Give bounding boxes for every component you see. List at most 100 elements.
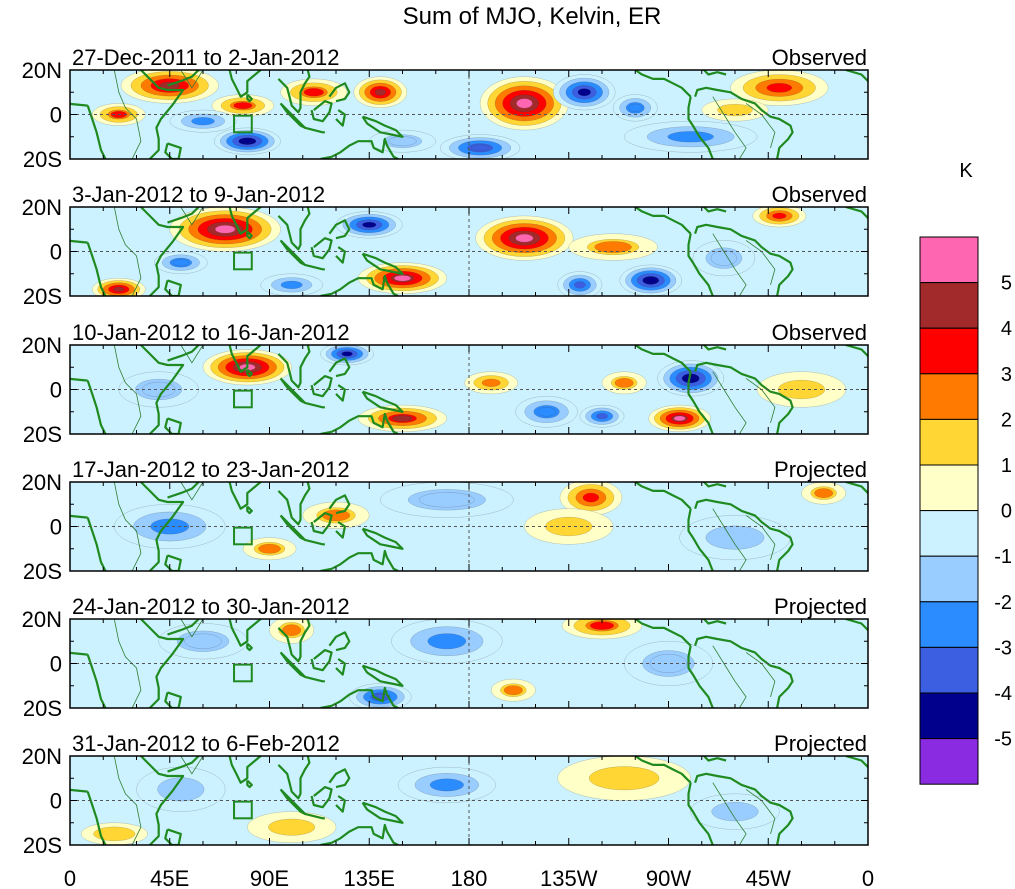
country-border [180,756,204,775]
coastline [70,377,88,382]
panel-4: 20N 0 20S 17-Jan-2012 to 23-Jan-2012 Project… [22,457,869,584]
coastlines [70,70,868,159]
x-tick-label: 45W [746,866,791,889]
anomaly-blob [114,504,226,549]
anomaly-blob [679,515,791,561]
colorbar-tick-label: -4 [994,683,1012,705]
reference-box [233,526,253,546]
coastline [694,498,794,571]
coastline [304,126,325,134]
anomaly-blob [557,271,603,296]
anomaly-blob [353,76,408,108]
contour-band [157,777,205,802]
coastline [361,801,404,824]
coastline [634,345,692,373]
coastline [634,756,692,784]
coastline [701,756,727,762]
coastline [310,786,333,809]
contour-band [717,104,753,117]
coastline [164,691,182,708]
coastline [304,263,325,271]
anomaly-blob [260,273,323,296]
panel-6: 20N 0 20S 31-Jan-2012 to 6-Feb-2012 Projecte… [22,731,869,858]
contour-band [341,351,353,357]
coastline [277,345,311,389]
y-tick-label: 20S [23,422,62,447]
coastline [320,137,399,159]
coastline [845,756,868,768]
coastline [164,279,182,296]
colorbar: K 5 4 3 2 1 0 -1 -2 -3 -4 -5 [919,160,1012,785]
coastline [328,494,351,515]
coastline [246,368,253,378]
coastline [687,371,714,434]
coastline [227,207,264,235]
coastline [140,482,185,571]
coastline [164,417,182,434]
anomaly-blob [369,129,436,153]
anomaly-blob [440,134,521,159]
contour-band [503,685,523,695]
contour-band [184,633,222,649]
panels-group: 20N 0 20S 27-Dec-2011 to 2-Jan-2012 Observed… [22,45,869,858]
coastline [227,70,264,98]
coastline [246,779,253,789]
colorbar-tick-label: 0 [1001,501,1012,523]
anomaly-blob [335,211,403,239]
coastline [328,768,351,789]
contour-band [93,826,136,841]
country-border [745,240,776,286]
x-tick-label: 0 [64,866,76,889]
contour-band [772,212,787,219]
country-border [113,482,142,571]
contour-band [258,543,281,554]
coastline [70,651,88,656]
coastline [304,401,325,409]
coastline [320,412,399,434]
coastline [361,664,404,687]
anomaly-blob [247,811,337,843]
anomaly-blob [553,74,616,111]
coastline [140,207,185,296]
coastline [140,756,185,845]
country-border [113,756,142,845]
coastline [687,782,714,845]
country-border [113,345,142,434]
coastline [310,100,333,123]
colorbar-tick-label: 2 [1001,409,1012,431]
coastline [277,482,311,526]
y-tick-label: 0 [50,378,62,403]
panel-date-range: 17-Jan-2012 to 23-Jan-2012 [72,457,350,482]
anomaly-blob [515,396,578,428]
panel-2: 20N 0 20S 3-Jan-2012 to 9-Jan-2012 Observed [22,182,869,309]
anomaly-blob [320,345,374,366]
panel-1: 20N 0 20S 27-Dec-2011 to 2-Jan-2012 Observed [22,45,869,172]
y-tick-label: 20N [22,58,62,83]
coastline [361,115,404,138]
panel-date-range: 24-Jan-2012 to 30-Jan-2012 [72,594,350,619]
coastline [687,233,714,296]
contour-band [710,250,737,266]
coastline [634,70,692,98]
country-border [113,619,142,708]
coastline [164,828,182,845]
coastline [304,675,325,683]
y-tick-label: 20S [23,284,62,309]
coastline [320,274,399,296]
coastline [246,230,253,240]
country-border [745,652,776,698]
colorbar-swatch [919,646,979,694]
coastline [164,554,182,571]
contour-band [418,492,475,508]
coastline [845,345,868,357]
coastline [227,345,264,373]
country-border [180,619,204,638]
contour-band [233,102,253,110]
coastline [634,482,692,510]
coastline [701,207,727,213]
country-border [712,782,747,845]
x-axis: 0 45E 90E 135E 180 135W 90W 45W 0 [64,866,874,889]
x-tick-label: 135E [344,866,395,889]
anomaly-blob [692,240,756,277]
colorbar-swatch [919,373,979,420]
